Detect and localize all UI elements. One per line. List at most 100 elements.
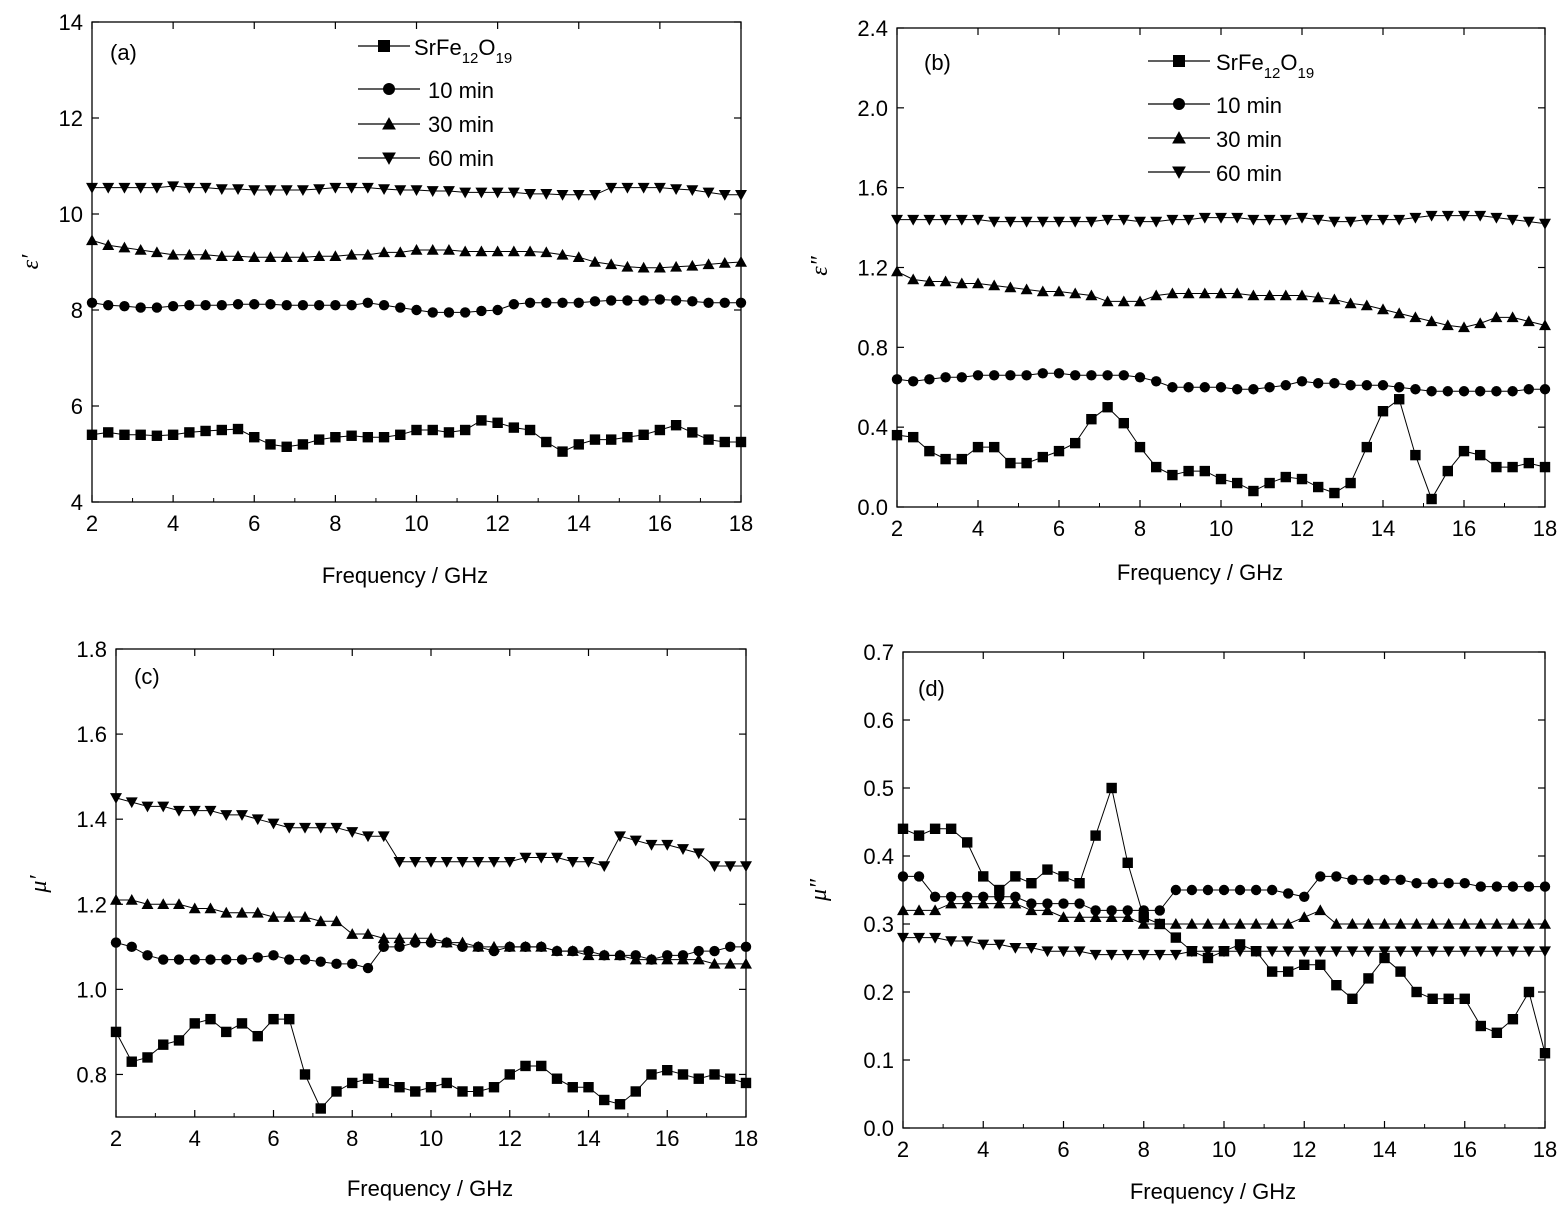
panel-d-series-2-point [1106,905,1117,916]
panel-b-series-3-point [1279,289,1292,301]
panel-c-series-3-point [503,940,516,952]
panel-d-series-4-point [913,932,926,944]
panel-d-series-4-point [1041,946,1054,958]
panel-d-series-2-point [1090,905,1101,916]
panel-c: (c) Frequency / GHz μ′ 2 4 6 8 10 12 14 16 18 0.8… [26,637,758,1201]
panel-a-series-4-point [248,185,261,196]
panel-c-series-3-point [472,940,485,952]
panel-a-series-2-point [184,300,195,311]
panel-a-series-2-point [119,300,130,312]
panel-b-series-2-point [1005,370,1016,381]
panel-b-series-2-point [1086,370,1097,381]
panel-c-series-1-point [630,1086,641,1097]
panel-d-series-4-point [1506,946,1519,958]
panel-b-series-4-point [939,214,952,226]
panel-c-series-4-point [692,848,705,860]
legend-item-30-min: 30 min [1148,127,1282,152]
panel-d-series-2-point [1507,881,1519,892]
legend-item-10-min: 10 min [1148,93,1282,118]
panel-c-series-2-point [158,954,169,965]
panel-c-series-4-point [535,852,548,864]
panel-b-series-2-point [1134,372,1146,383]
panel-b-series-1-point [989,441,1000,453]
panel-a-series-4-point [475,187,488,199]
panel-d-series-3-point [1378,918,1391,929]
panel-c-series-1-point [315,1103,326,1114]
panel-c-series-3-point [157,898,170,910]
panel-b-series-4-point [1263,214,1276,226]
panel-b-series-3-point [1377,303,1389,315]
panel-c-series-1-point [614,1099,626,1110]
panel-d-xtick-label: 12 [1292,1137,1316,1162]
panel-d-series-2-point [929,891,941,902]
panel-d-series-3-point [1426,918,1439,929]
panel-d-series-2-point [994,891,1005,902]
panel-a-series-1-point [395,429,406,440]
panel-a-series-3-point [459,245,472,257]
panel-d-xtick-label: 10 [1212,1137,1236,1162]
panel-c-xtick-label: 4 [189,1126,201,1151]
panel-c-series-3-point [692,953,705,965]
panel-d-series-3-point [1314,904,1327,916]
panel-a-series-1-point [638,429,649,440]
panel-c-series-1-point [646,1069,657,1080]
panel-c-series-4-point [346,827,359,838]
panel-a-series-3-point [718,256,731,268]
panel-d-series-2-point [1042,898,1053,909]
panel-a-series-2-point [313,300,325,311]
panel-b-series-3 [891,265,1551,333]
legend-marker [383,83,395,95]
panel-b-series-2-point [1507,386,1518,397]
panel-d-series-1-point [1507,1014,1519,1025]
panel-b-series-3-point [1393,307,1406,319]
panel-c-series-1-line [115,1018,747,1110]
panel-a-series-4-point [378,184,391,196]
panel-d-series-2-point [1475,881,1487,892]
panel-a-series-1-point [86,429,98,440]
panel-c-series-3-point [456,936,469,948]
panel-b-ytick-label: 0.4 [857,415,888,440]
panel-a-series-2-point [167,300,179,312]
panel-a-series-1-point [362,432,374,443]
panel-d-series-3-point [993,897,1006,909]
panel-b-series-3-point [1360,299,1373,311]
panel-b-series-2-point [1345,380,1356,391]
panel-b-series-3-point [1182,287,1195,299]
panel-d-tag: (d) [918,676,945,701]
panel-d-series-4-point [1137,949,1150,961]
panel-a-series-1-point [249,432,260,443]
panel-a-series-3-point [232,250,245,262]
panel-a-series-4-point [264,185,277,196]
panel-a: (a) Frequency / GHz ε′ SrFe12O19 10 min … [18,10,753,588]
panel-c-series-1-point [599,1094,610,1106]
panel-d-series-1-point [978,871,989,882]
panel-c-series-3-point [661,953,674,965]
panel-d-series-4-point [929,932,942,944]
panel-c-series-3-point [393,932,406,944]
panel-c-series-1-point [347,1077,358,1089]
panel-c-series-3-point [220,906,233,918]
panel-c-series-3-point [425,932,437,944]
panel-d-series-1-point [1427,993,1438,1004]
panel-c-series-1-point [520,1060,531,1072]
panel-a-ytick-label: 14 [59,10,83,35]
panel-a-series-3-point [491,245,504,257]
panel-d-ylabel: μ″ [806,878,832,902]
panel-c-series-3-point [330,915,343,927]
panel-b-series-3-point [939,275,952,287]
panel-c-series-1 [110,1013,752,1114]
panel-b-series-3-point [1458,321,1470,333]
panel-b-series-2-point [1491,386,1502,397]
panel-d-series-3-point [1458,918,1471,929]
legend-label-10-min: 10 min [428,78,494,103]
panel-c-series-1-point [473,1086,484,1097]
panel-b-series-2-point [1394,382,1405,393]
panel-c-series-2-point [110,937,122,948]
panel-a-series-3-point [670,260,683,272]
panel-c-series-1-point [189,1018,200,1029]
panel-d-series-3-point [1522,918,1535,929]
panel-a-series-2-point [151,302,163,313]
panel-a-series-2-point [362,297,374,308]
panel-d-series-2-point [1010,891,1021,902]
